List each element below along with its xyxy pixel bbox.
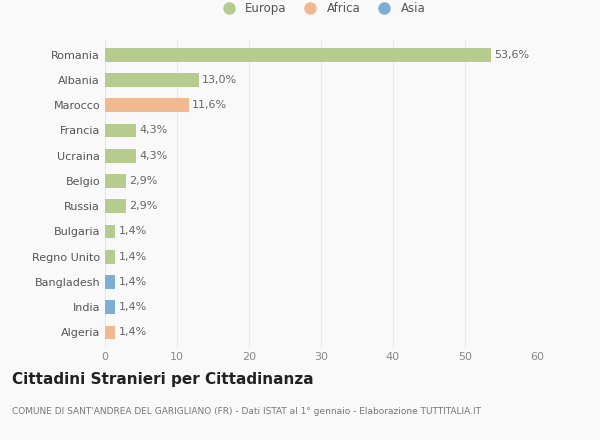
Bar [105,199,126,213]
Text: 4,3%: 4,3% [140,125,168,136]
Text: 1,4%: 1,4% [119,277,147,287]
Bar [105,250,115,264]
Bar [105,149,136,163]
Text: 13,0%: 13,0% [202,75,238,85]
Text: 4,3%: 4,3% [140,151,168,161]
Text: 2,9%: 2,9% [130,176,158,186]
Text: 1,4%: 1,4% [119,252,147,262]
Bar [105,73,199,87]
Text: 1,4%: 1,4% [119,227,147,236]
Bar [105,48,491,62]
Bar [105,224,115,238]
Text: 11,6%: 11,6% [192,100,227,110]
Bar [105,326,115,339]
Bar [105,124,136,137]
Text: COMUNE DI SANT'ANDREA DEL GARIGLIANO (FR) - Dati ISTAT al 1° gennaio - Elaborazi: COMUNE DI SANT'ANDREA DEL GARIGLIANO (FR… [12,407,481,416]
Text: Cittadini Stranieri per Cittadinanza: Cittadini Stranieri per Cittadinanza [12,372,314,387]
Bar [105,300,115,314]
Text: 1,4%: 1,4% [119,327,147,337]
Bar [105,275,115,289]
Text: 2,9%: 2,9% [130,201,158,211]
Legend: Europa, Africa, Asia: Europa, Africa, Asia [217,2,425,15]
Text: 53,6%: 53,6% [494,50,530,60]
Bar [105,174,126,188]
Bar [105,98,188,112]
Text: 1,4%: 1,4% [119,302,147,312]
